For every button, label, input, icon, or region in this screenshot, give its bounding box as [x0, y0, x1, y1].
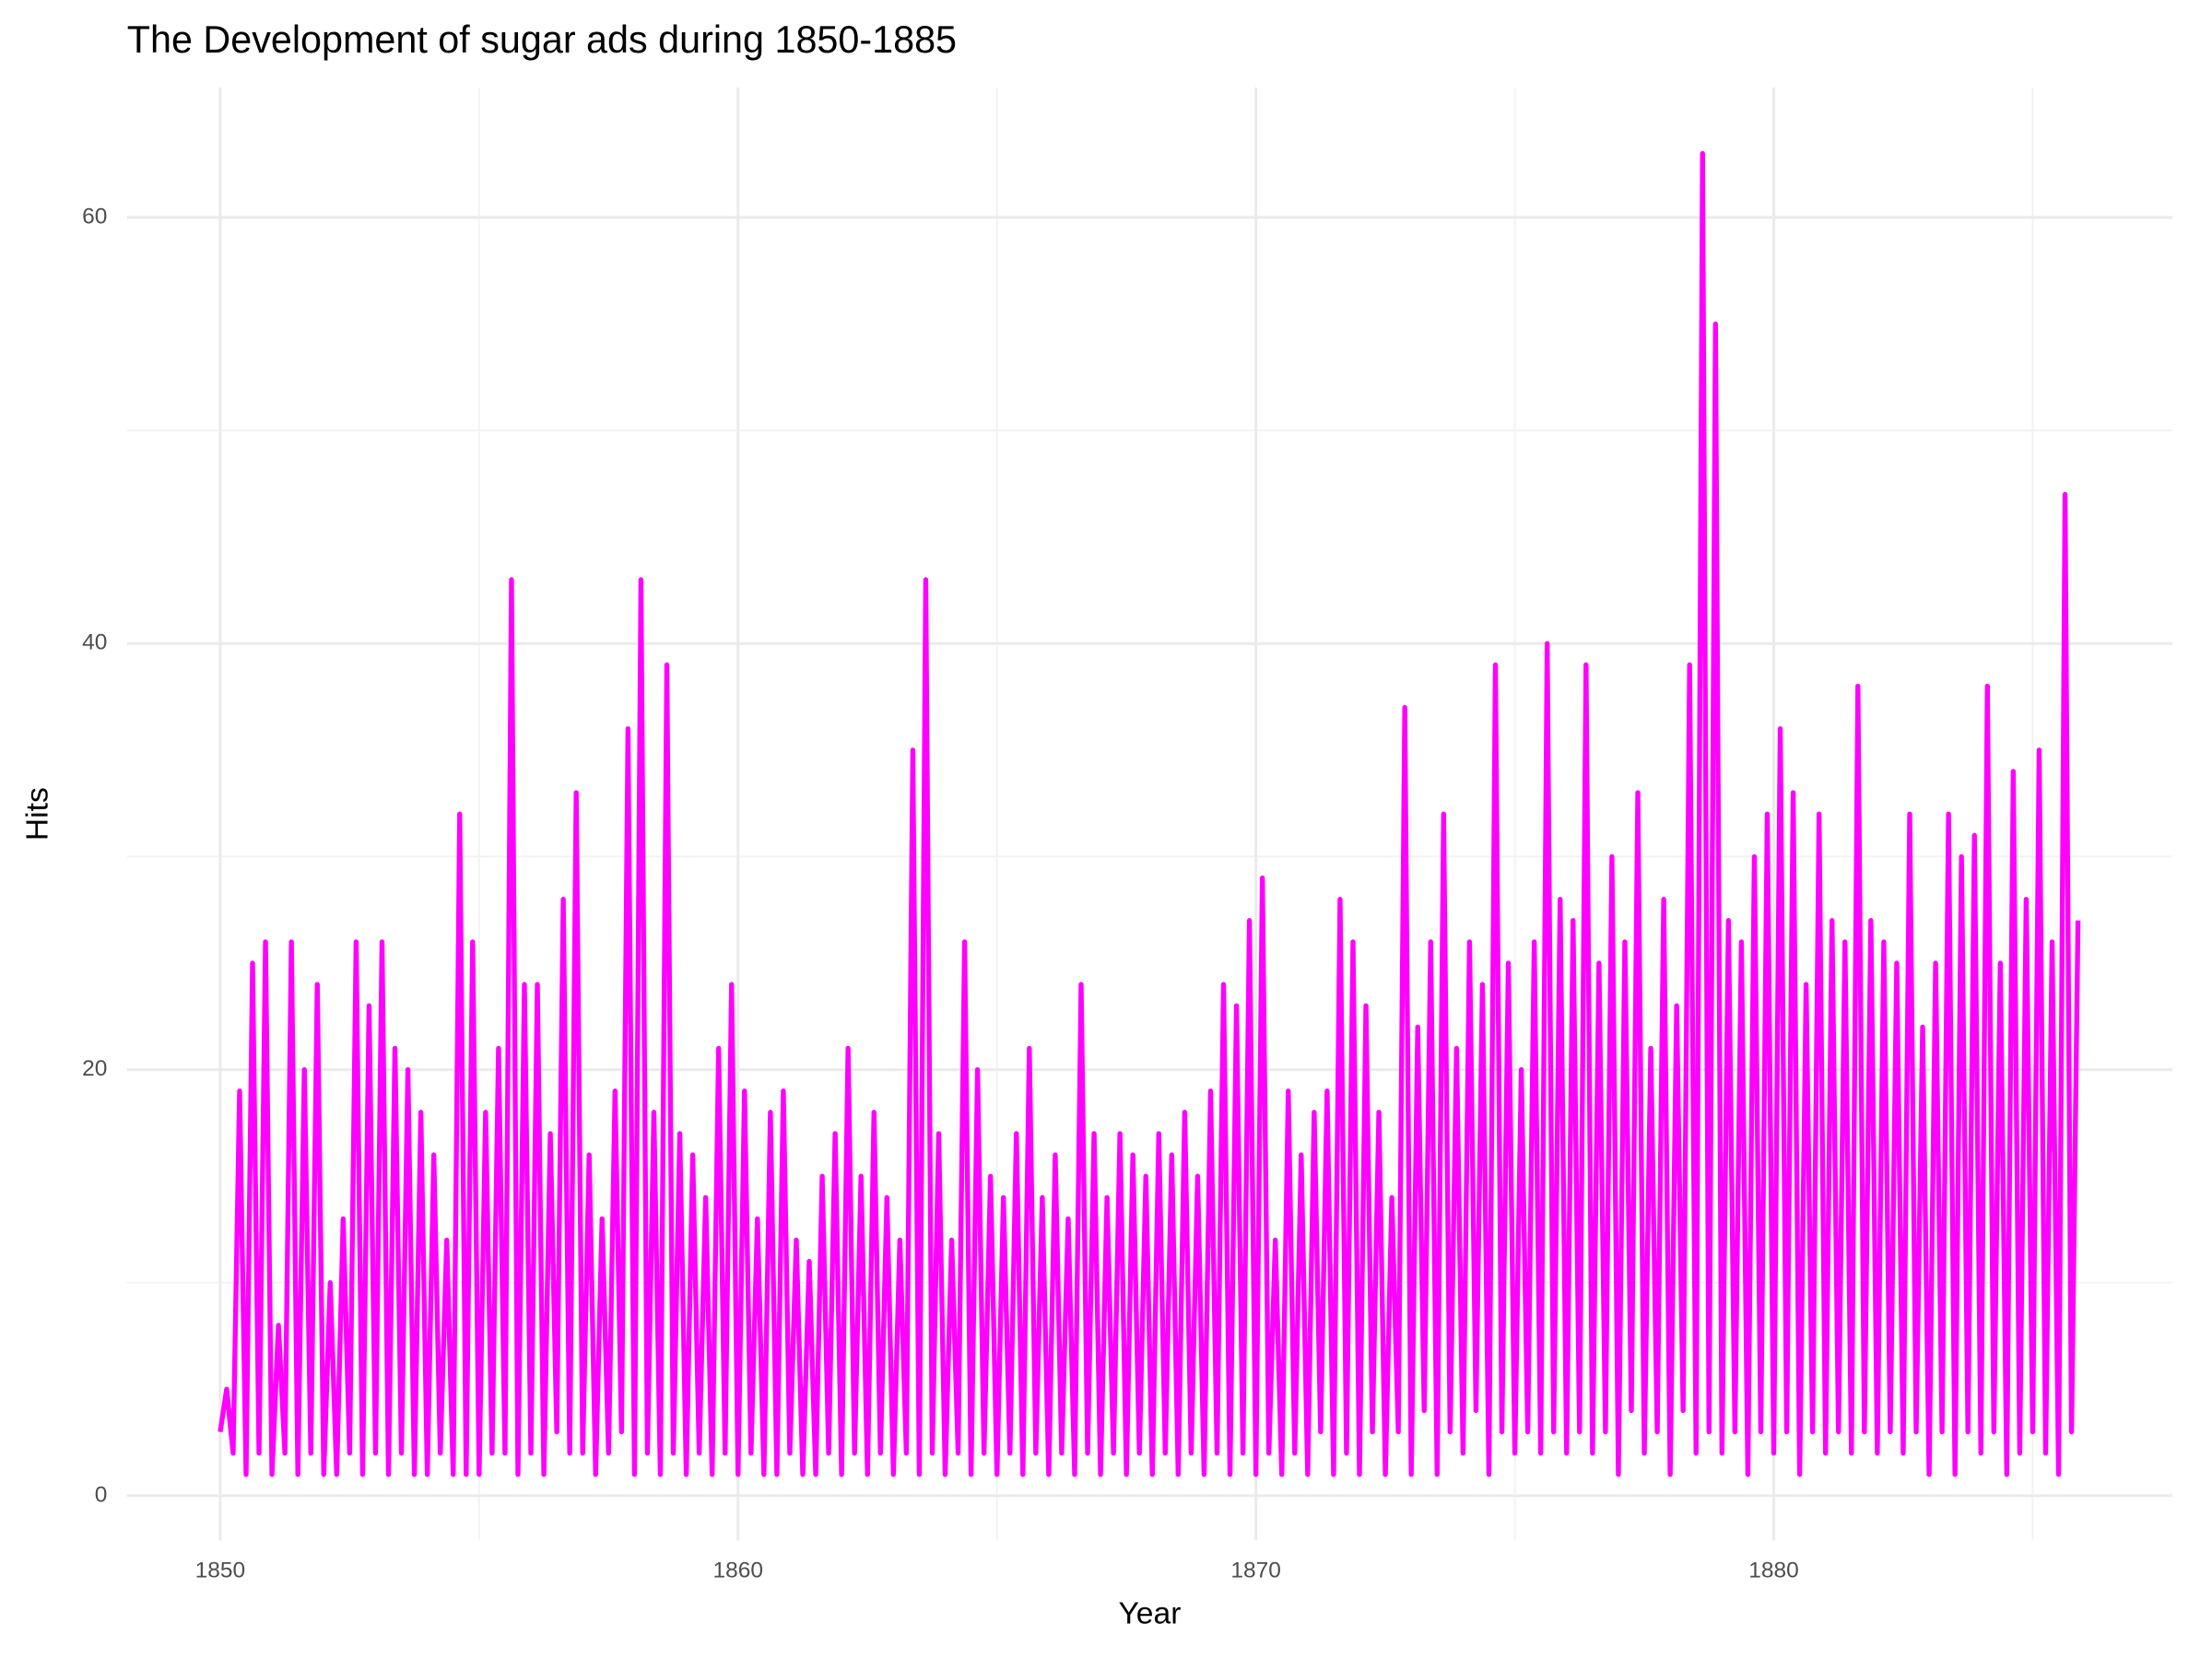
chart-title: The Development of sugar ads during 1850…	[127, 18, 957, 61]
y-tick-label: 0	[95, 1482, 108, 1507]
x-tick-label: 1870	[1230, 1559, 1280, 1583]
y-axis-title: Hits	[21, 787, 55, 841]
y-tick-label: 40	[82, 630, 107, 655]
x-tick-label: 1850	[195, 1559, 245, 1583]
x-axis-title: Year	[1118, 1596, 1181, 1630]
data-line	[218, 150, 2081, 1477]
y-tick-label: 20	[82, 1056, 107, 1081]
x-tick-label: 1880	[1748, 1559, 1798, 1583]
x-tick-label: 1860	[713, 1559, 763, 1583]
y-tick-label: 60	[82, 204, 107, 229]
